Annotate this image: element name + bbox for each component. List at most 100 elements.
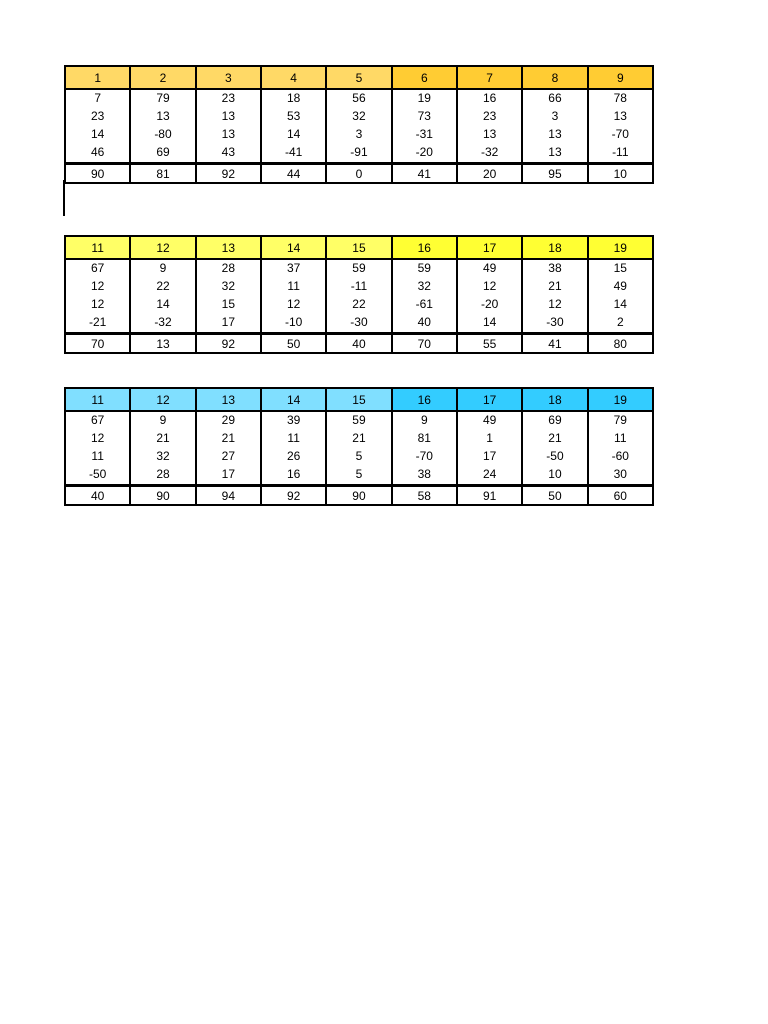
total-cell[interactable]: 41: [521, 335, 586, 352]
value-cell[interactable]: 81: [417, 431, 431, 445]
value-cell[interactable]: -20: [415, 145, 433, 159]
value-cell[interactable]: 21: [548, 431, 562, 445]
total-cell[interactable]: 10: [586, 165, 652, 182]
value-cell[interactable]: 9: [159, 261, 167, 275]
total-cell[interactable]: 20: [455, 165, 521, 182]
value-cell[interactable]: -32: [154, 315, 172, 329]
value-cell[interactable]: 79: [613, 413, 627, 427]
value-cell[interactable]: 7: [94, 91, 101, 105]
value-cell[interactable]: -21: [88, 315, 107, 329]
value-cell[interactable]: 12: [90, 279, 105, 293]
value-cell[interactable]: -70: [415, 449, 433, 463]
value-cell[interactable]: 12: [90, 297, 105, 311]
value-cell[interactable]: 11: [614, 431, 627, 445]
value-cell[interactable]: 23: [482, 109, 497, 123]
value-cell[interactable]: 32: [417, 279, 431, 293]
header-cell[interactable]: 15: [325, 237, 391, 258]
value-cell[interactable]: 38: [548, 261, 562, 275]
value-cell[interactable]: 24: [482, 467, 497, 481]
value-cell[interactable]: 39: [286, 413, 301, 427]
value-cell[interactable]: 10: [548, 467, 562, 481]
value-cell[interactable]: 21: [221, 431, 235, 445]
total-cell[interactable]: 90: [90, 167, 105, 181]
value-cell[interactable]: 12: [286, 297, 301, 311]
value-cell[interactable]: 67: [90, 413, 105, 427]
value-cell[interactable]: 19: [417, 91, 431, 105]
value-cell[interactable]: 49: [613, 279, 627, 293]
total-cell[interactable]: 90: [325, 487, 390, 504]
value-cell[interactable]: 32: [156, 449, 170, 463]
value-cell[interactable]: 26: [286, 449, 301, 463]
total-cell[interactable]: 92: [259, 487, 325, 504]
value-cell[interactable]: -11: [612, 145, 629, 159]
total-cell[interactable]: 80: [586, 335, 652, 352]
header-cell[interactable]: 13: [194, 237, 260, 258]
value-cell[interactable]: 3: [551, 109, 559, 123]
value-cell[interactable]: -50: [88, 467, 107, 481]
value-cell[interactable]: -50: [546, 449, 564, 463]
header-cell[interactable]: 18: [521, 389, 587, 410]
value-cell[interactable]: 78: [613, 91, 627, 105]
value-cell[interactable]: 12: [90, 431, 105, 445]
value-cell[interactable]: -70: [611, 127, 629, 141]
header-cell[interactable]: 19: [586, 389, 652, 410]
value-cell[interactable]: 14: [90, 127, 105, 141]
header-cell[interactable]: 6: [390, 67, 456, 88]
value-cell[interactable]: -60: [611, 449, 629, 463]
total-cell[interactable]: 44: [259, 165, 325, 182]
value-cell[interactable]: 21: [548, 279, 562, 293]
value-cell[interactable]: 17: [221, 315, 235, 329]
value-cell[interactable]: 21: [156, 431, 170, 445]
header-cell[interactable]: 9: [586, 67, 652, 88]
value-cell[interactable]: 11: [91, 449, 104, 463]
total-cell[interactable]: 50: [259, 335, 325, 352]
value-cell[interactable]: 14: [613, 297, 627, 311]
value-cell[interactable]: 79: [156, 91, 170, 105]
value-cell[interactable]: 46: [90, 145, 105, 159]
total-cell[interactable]: 94: [194, 487, 260, 504]
value-cell[interactable]: 32: [352, 109, 366, 123]
total-cell[interactable]: 50: [521, 487, 586, 504]
header-cell[interactable]: 14: [259, 237, 326, 258]
total-cell[interactable]: 70: [390, 335, 456, 352]
value-cell[interactable]: 12: [482, 279, 497, 293]
value-cell[interactable]: 13: [221, 109, 235, 123]
value-cell[interactable]: 59: [352, 413, 366, 427]
value-cell[interactable]: -20: [480, 297, 499, 311]
value-cell[interactable]: 13: [156, 109, 170, 123]
total-cell[interactable]: 40: [325, 335, 390, 352]
value-cell[interactable]: 15: [221, 297, 235, 311]
total-cell[interactable]: 70: [90, 337, 105, 351]
header-cell[interactable]: 18: [521, 237, 587, 258]
value-cell[interactable]: 30: [613, 467, 627, 481]
value-cell[interactable]: 67: [90, 261, 105, 275]
header-cell[interactable]: 3: [194, 67, 260, 88]
value-cell[interactable]: 49: [482, 261, 497, 275]
value-cell[interactable]: 11: [287, 431, 300, 445]
total-cell[interactable]: 90: [129, 487, 194, 504]
value-cell[interactable]: 14: [482, 315, 497, 329]
value-cell[interactable]: 40: [417, 315, 431, 329]
total-cell[interactable]: 41: [390, 165, 456, 182]
value-cell[interactable]: 16: [482, 91, 497, 105]
value-cell[interactable]: 9: [159, 413, 167, 427]
header-cell[interactable]: 5: [325, 67, 391, 88]
value-cell[interactable]: 37: [286, 261, 301, 275]
header-cell[interactable]: 1: [66, 67, 130, 88]
total-cell[interactable]: 40: [90, 489, 105, 503]
value-cell[interactable]: -80: [154, 127, 172, 141]
value-cell[interactable]: 22: [352, 297, 366, 311]
value-cell[interactable]: 1: [486, 431, 493, 445]
value-cell[interactable]: 27: [221, 449, 235, 463]
total-cell[interactable]: 13: [129, 335, 194, 352]
value-cell[interactable]: 3: [355, 127, 363, 141]
value-cell[interactable]: 17: [482, 449, 497, 463]
value-cell[interactable]: 22: [156, 279, 170, 293]
value-cell[interactable]: -61: [415, 297, 433, 311]
header-cell[interactable]: 4: [259, 67, 326, 88]
value-cell[interactable]: 13: [548, 127, 562, 141]
total-cell[interactable]: 55: [455, 335, 521, 352]
value-cell[interactable]: -31: [415, 127, 433, 141]
value-cell[interactable]: 23: [90, 109, 105, 123]
header-cell[interactable]: 16: [390, 237, 456, 258]
